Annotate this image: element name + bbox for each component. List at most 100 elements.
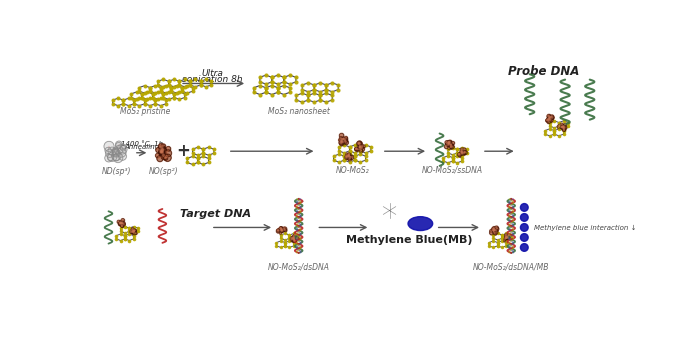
Circle shape <box>493 228 496 231</box>
Circle shape <box>162 147 163 149</box>
Circle shape <box>133 229 136 232</box>
Circle shape <box>340 141 344 145</box>
Circle shape <box>159 150 164 156</box>
Circle shape <box>547 119 548 120</box>
Circle shape <box>491 232 492 233</box>
Circle shape <box>290 239 292 240</box>
Circle shape <box>122 220 123 221</box>
Circle shape <box>563 126 565 128</box>
Circle shape <box>293 238 296 241</box>
Circle shape <box>104 141 114 151</box>
Circle shape <box>293 233 298 237</box>
Circle shape <box>119 222 123 226</box>
Circle shape <box>120 222 122 225</box>
Circle shape <box>493 229 494 230</box>
Circle shape <box>113 149 119 155</box>
Circle shape <box>293 237 295 239</box>
Circle shape <box>161 150 162 152</box>
Circle shape <box>445 145 447 147</box>
Circle shape <box>280 228 284 232</box>
Circle shape <box>552 117 553 118</box>
Circle shape <box>461 150 465 154</box>
Circle shape <box>134 229 136 232</box>
Circle shape <box>105 147 111 154</box>
Circle shape <box>281 229 282 230</box>
Circle shape <box>355 147 358 151</box>
Circle shape <box>562 127 566 130</box>
Circle shape <box>360 150 361 151</box>
Circle shape <box>132 231 137 235</box>
Circle shape <box>120 222 121 223</box>
Circle shape <box>520 203 528 211</box>
Circle shape <box>158 157 160 159</box>
Circle shape <box>348 153 350 156</box>
Circle shape <box>461 151 463 154</box>
Circle shape <box>564 126 566 128</box>
Circle shape <box>132 230 136 233</box>
Circle shape <box>505 235 508 238</box>
Circle shape <box>340 138 342 139</box>
Circle shape <box>121 223 122 224</box>
Circle shape <box>132 228 134 231</box>
Circle shape <box>132 228 134 231</box>
Circle shape <box>493 230 494 231</box>
Circle shape <box>561 126 562 127</box>
Circle shape <box>461 152 463 153</box>
Circle shape <box>166 151 168 153</box>
Circle shape <box>283 229 286 231</box>
Circle shape <box>293 239 296 243</box>
Circle shape <box>285 230 286 231</box>
Circle shape <box>561 126 565 129</box>
Circle shape <box>450 145 452 146</box>
Circle shape <box>463 151 465 153</box>
Circle shape <box>563 127 566 130</box>
Circle shape <box>343 138 344 139</box>
Circle shape <box>448 143 449 144</box>
Circle shape <box>157 154 158 156</box>
Circle shape <box>130 230 133 233</box>
Circle shape <box>461 150 463 153</box>
Circle shape <box>118 153 127 160</box>
Circle shape <box>108 147 116 155</box>
Circle shape <box>464 151 466 153</box>
Circle shape <box>132 230 134 231</box>
Text: NO-MoS₂/ssDNA: NO-MoS₂/ssDNA <box>422 166 483 175</box>
Circle shape <box>293 238 296 242</box>
Circle shape <box>281 228 284 231</box>
Circle shape <box>133 231 134 232</box>
Circle shape <box>340 133 344 138</box>
Circle shape <box>360 150 363 153</box>
Circle shape <box>121 222 124 224</box>
Circle shape <box>552 116 554 119</box>
Circle shape <box>344 136 347 139</box>
Circle shape <box>505 233 508 236</box>
Circle shape <box>489 231 493 235</box>
Circle shape <box>448 140 452 144</box>
Circle shape <box>120 145 126 151</box>
Circle shape <box>164 157 166 158</box>
Circle shape <box>121 222 123 225</box>
Circle shape <box>132 230 135 233</box>
Circle shape <box>164 154 172 161</box>
Circle shape <box>462 148 463 149</box>
Circle shape <box>560 123 564 126</box>
Circle shape <box>492 229 496 232</box>
Circle shape <box>343 138 345 140</box>
Circle shape <box>112 149 120 157</box>
Circle shape <box>134 230 135 231</box>
Circle shape <box>448 142 451 146</box>
Circle shape <box>132 231 134 233</box>
Circle shape <box>281 229 283 232</box>
Circle shape <box>356 148 357 149</box>
Circle shape <box>113 149 119 156</box>
Circle shape <box>348 156 349 157</box>
Circle shape <box>359 148 363 151</box>
Circle shape <box>345 137 348 140</box>
Circle shape <box>284 229 285 230</box>
Circle shape <box>156 148 161 153</box>
Circle shape <box>358 145 362 149</box>
Circle shape <box>160 145 161 147</box>
Circle shape <box>491 228 495 231</box>
Circle shape <box>452 146 453 147</box>
Text: ND(sp³): ND(sp³) <box>102 166 131 176</box>
